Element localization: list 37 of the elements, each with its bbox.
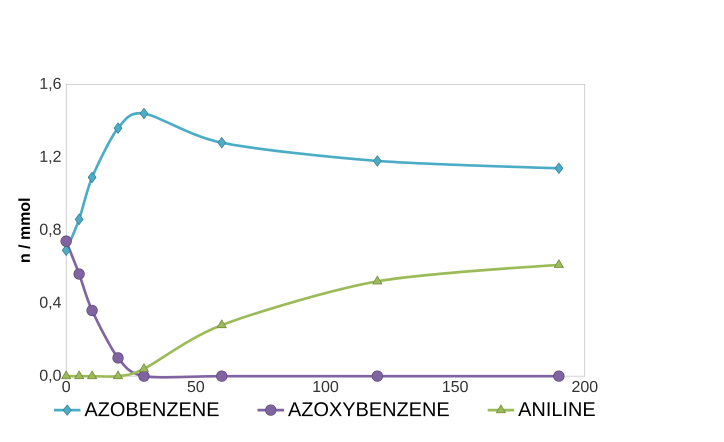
x-tick-label: 200 xyxy=(572,380,598,392)
point xyxy=(88,172,96,183)
x-tick-label: 150 xyxy=(443,380,468,392)
y-tick-label: 0,8 xyxy=(40,224,61,237)
point xyxy=(216,370,228,382)
x-tick-label: 100 xyxy=(313,380,338,392)
point xyxy=(74,370,84,379)
point xyxy=(138,370,150,382)
legend-label: AZOXYBENZENE xyxy=(288,402,449,416)
point xyxy=(372,370,384,382)
y-tick-label: 0,0 xyxy=(40,369,61,383)
x-tick-label: 50 xyxy=(188,380,204,392)
point xyxy=(140,108,148,120)
point xyxy=(373,155,382,166)
point xyxy=(112,352,124,364)
y-tick-label: 1,2 xyxy=(40,150,61,164)
point xyxy=(113,370,123,379)
point xyxy=(87,370,98,379)
point xyxy=(61,370,72,379)
x-tick-label: 0 xyxy=(62,380,70,392)
point xyxy=(372,276,382,284)
point xyxy=(554,162,564,174)
point xyxy=(60,235,72,247)
point xyxy=(216,319,227,328)
legend-label: ANILINE xyxy=(518,402,595,416)
point xyxy=(73,268,85,280)
y-axis-title: n / mmol xyxy=(18,198,30,262)
point xyxy=(553,370,565,382)
point xyxy=(217,136,226,148)
legend-label: AZOBENZENE xyxy=(84,402,219,416)
point xyxy=(554,259,564,268)
point xyxy=(139,363,149,372)
point xyxy=(114,122,122,134)
point xyxy=(74,214,84,225)
y-tick-label: 1,6 xyxy=(40,78,61,91)
point xyxy=(86,304,98,316)
y-tick-label: 0,4 xyxy=(40,296,62,310)
